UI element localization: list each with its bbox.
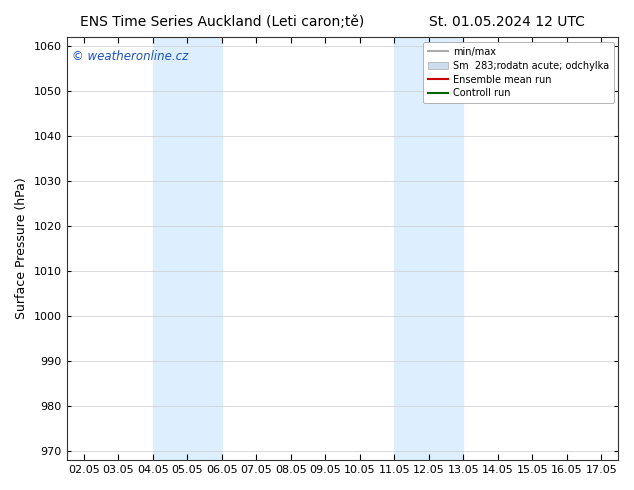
Bar (153, 37, 222, 460)
Bar (394, 37, 463, 460)
Text: St. 01.05.2024 12 UTC: St. 01.05.2024 12 UTC (429, 15, 585, 29)
Text: © weatheronline.cz: © weatheronline.cz (72, 50, 188, 63)
Y-axis label: Surface Pressure (hPa): Surface Pressure (hPa) (15, 178, 28, 319)
Legend: min/max, Sm  283;rodatn acute; odchylka, Ensemble mean run, Controll run: min/max, Sm 283;rodatn acute; odchylka, … (424, 42, 614, 103)
Text: ENS Time Series Auckland (Leti caron;tě): ENS Time Series Auckland (Leti caron;tě) (80, 15, 364, 29)
